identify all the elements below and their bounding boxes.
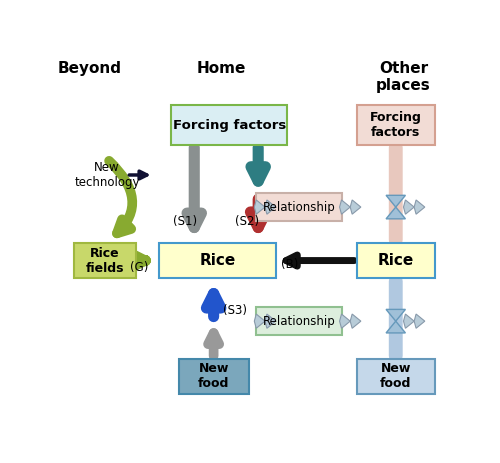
Text: (S3): (S3) [224,304,248,317]
Text: (B): (B) [282,257,299,270]
FancyBboxPatch shape [171,106,287,144]
Text: Home: Home [196,61,246,76]
FancyBboxPatch shape [256,193,342,221]
FancyBboxPatch shape [74,243,136,278]
FancyBboxPatch shape [357,358,434,394]
Text: New
technology: New technology [74,161,140,189]
Text: Rice: Rice [200,253,235,268]
Text: Beyond: Beyond [58,61,122,76]
FancyBboxPatch shape [256,307,342,335]
Text: (G): (G) [130,261,148,274]
Polygon shape [265,200,276,214]
Text: New
food: New food [198,363,230,390]
Polygon shape [265,314,276,328]
Text: (S2): (S2) [235,215,259,228]
FancyBboxPatch shape [179,358,248,394]
Polygon shape [386,321,406,333]
Polygon shape [350,314,361,328]
Polygon shape [414,200,425,214]
Text: Rice
fields: Rice fields [86,247,124,275]
Polygon shape [340,314,350,328]
Polygon shape [350,200,361,214]
Text: Rice: Rice [378,253,414,268]
Polygon shape [404,314,414,328]
Text: Other
places: Other places [376,61,431,94]
FancyBboxPatch shape [160,243,276,278]
Polygon shape [340,200,350,214]
Text: Relationship: Relationship [262,200,335,213]
FancyBboxPatch shape [357,106,434,144]
Polygon shape [386,207,406,219]
Text: New
food: New food [380,363,412,390]
Text: (S1): (S1) [173,215,197,228]
Polygon shape [386,195,406,207]
FancyBboxPatch shape [357,243,434,278]
Polygon shape [404,200,414,214]
Polygon shape [254,200,265,214]
Polygon shape [386,309,406,321]
Text: Forcing factors: Forcing factors [172,119,286,131]
Polygon shape [254,314,265,328]
Text: Forcing
factors: Forcing factors [370,111,422,139]
Polygon shape [414,314,425,328]
Text: Relationship: Relationship [262,315,335,328]
FancyArrowPatch shape [109,161,132,233]
